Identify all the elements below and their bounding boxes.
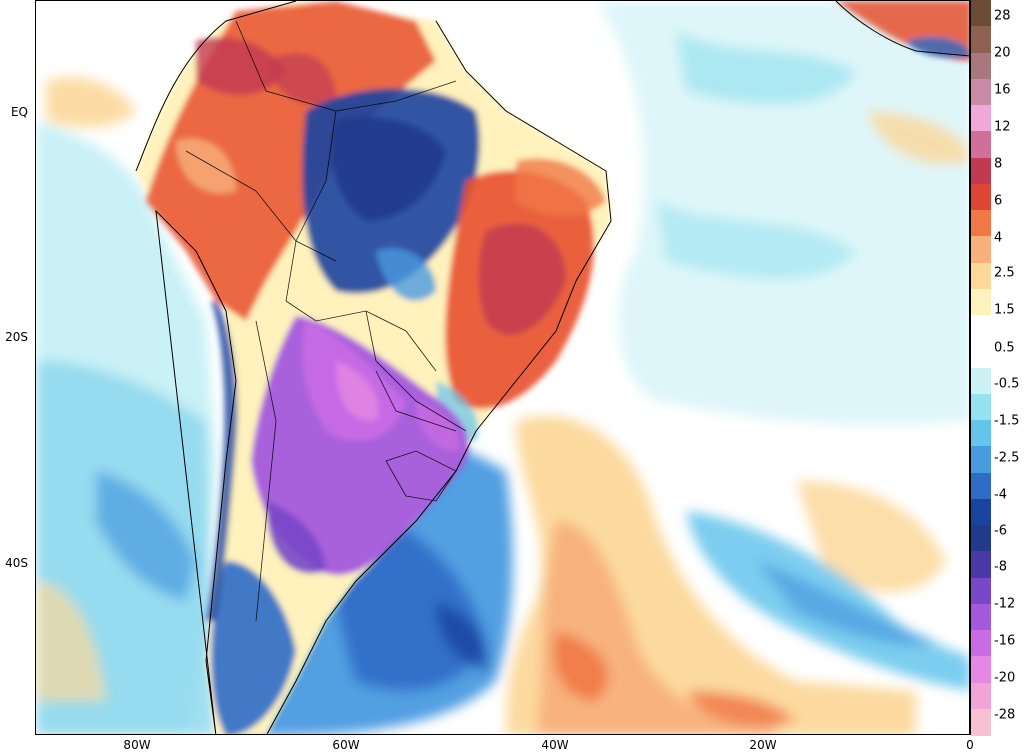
lon-label-80w: 80W: [123, 738, 151, 752]
colorbar-label: -8: [994, 559, 1007, 575]
colorbar-label: 16: [994, 82, 1011, 98]
colorbar-label: 8: [994, 156, 1003, 172]
anomaly-map: [36, 1, 969, 734]
lon-label-0: 0: [966, 738, 974, 752]
colorbar-swatch: [971, 603, 991, 631]
map-panel: [35, 0, 970, 735]
colorbar-swatch: [971, 288, 991, 316]
colorbar-swatch: [971, 0, 991, 27]
colorbar-swatch: [971, 367, 991, 395]
colorbar-swatch: [971, 26, 991, 53]
colorbar-swatch: [971, 78, 991, 106]
colorbar-label: -6: [994, 523, 1007, 539]
colorbar-label: 20: [994, 45, 1011, 61]
colorbar-swatch: [971, 682, 991, 710]
colorbar-swatch: [971, 446, 991, 473]
colorbar-swatch: [971, 630, 991, 657]
colorbar: [970, 0, 991, 736]
lat-label-eq: EQ: [10, 105, 28, 119]
colorbar-label: -28: [994, 707, 1016, 723]
colorbar-swatch: [971, 315, 991, 342]
colorbar-label: 12: [994, 119, 1011, 135]
colorbar-swatch: [971, 656, 991, 683]
colorbar-swatch: [971, 472, 991, 500]
lon-label-20w: 20W: [749, 738, 777, 752]
colorbar-swatch: [971, 131, 991, 158]
colorbar-label: -0.5: [994, 376, 1020, 392]
lat-label-20s: 20S: [5, 330, 28, 344]
colorbar-label: 28: [994, 8, 1011, 24]
colorbar-label: -2.5: [994, 450, 1020, 466]
colorbar-swatch: [971, 157, 991, 185]
colorbar-swatch: [971, 341, 991, 368]
colorbar-swatch: [971, 393, 991, 421]
colorbar-swatch: [971, 498, 991, 526]
colorbar-label: -20: [994, 670, 1016, 686]
colorbar-swatch: [971, 210, 991, 237]
colorbar-label: -1.5: [994, 413, 1020, 429]
colorbar-label: -12: [994, 596, 1016, 612]
colorbar-swatch: [971, 236, 991, 263]
colorbar-swatch: [971, 52, 991, 80]
lon-label-60w: 60W: [332, 738, 360, 752]
colorbar-label: 4: [994, 230, 1003, 246]
colorbar-swatch: [971, 183, 991, 211]
colorbar-swatch: [971, 708, 991, 736]
colorbar-label: -16: [994, 633, 1016, 649]
colorbar-label: 0.5: [994, 340, 1015, 356]
colorbar-label: 1.5: [994, 302, 1015, 318]
lat-label-40s: 40S: [5, 556, 28, 570]
colorbar-swatch: [971, 577, 991, 605]
colorbar-label: -4: [994, 487, 1007, 503]
colorbar-swatch: [971, 525, 991, 552]
colorbar-swatch: [971, 551, 991, 578]
colorbar-swatch: [971, 262, 991, 290]
colorbar-swatch: [971, 105, 991, 132]
colorbar-label: 6: [994, 193, 1003, 209]
coastlines: [135, 1, 969, 734]
colorbar-label: 2.5: [994, 265, 1015, 281]
lon-label-40w: 40W: [541, 738, 569, 752]
colorbar-swatch: [971, 420, 991, 447]
continent-anomaly-fields: [136, 1, 969, 734]
country-borders: [185, 20, 467, 622]
